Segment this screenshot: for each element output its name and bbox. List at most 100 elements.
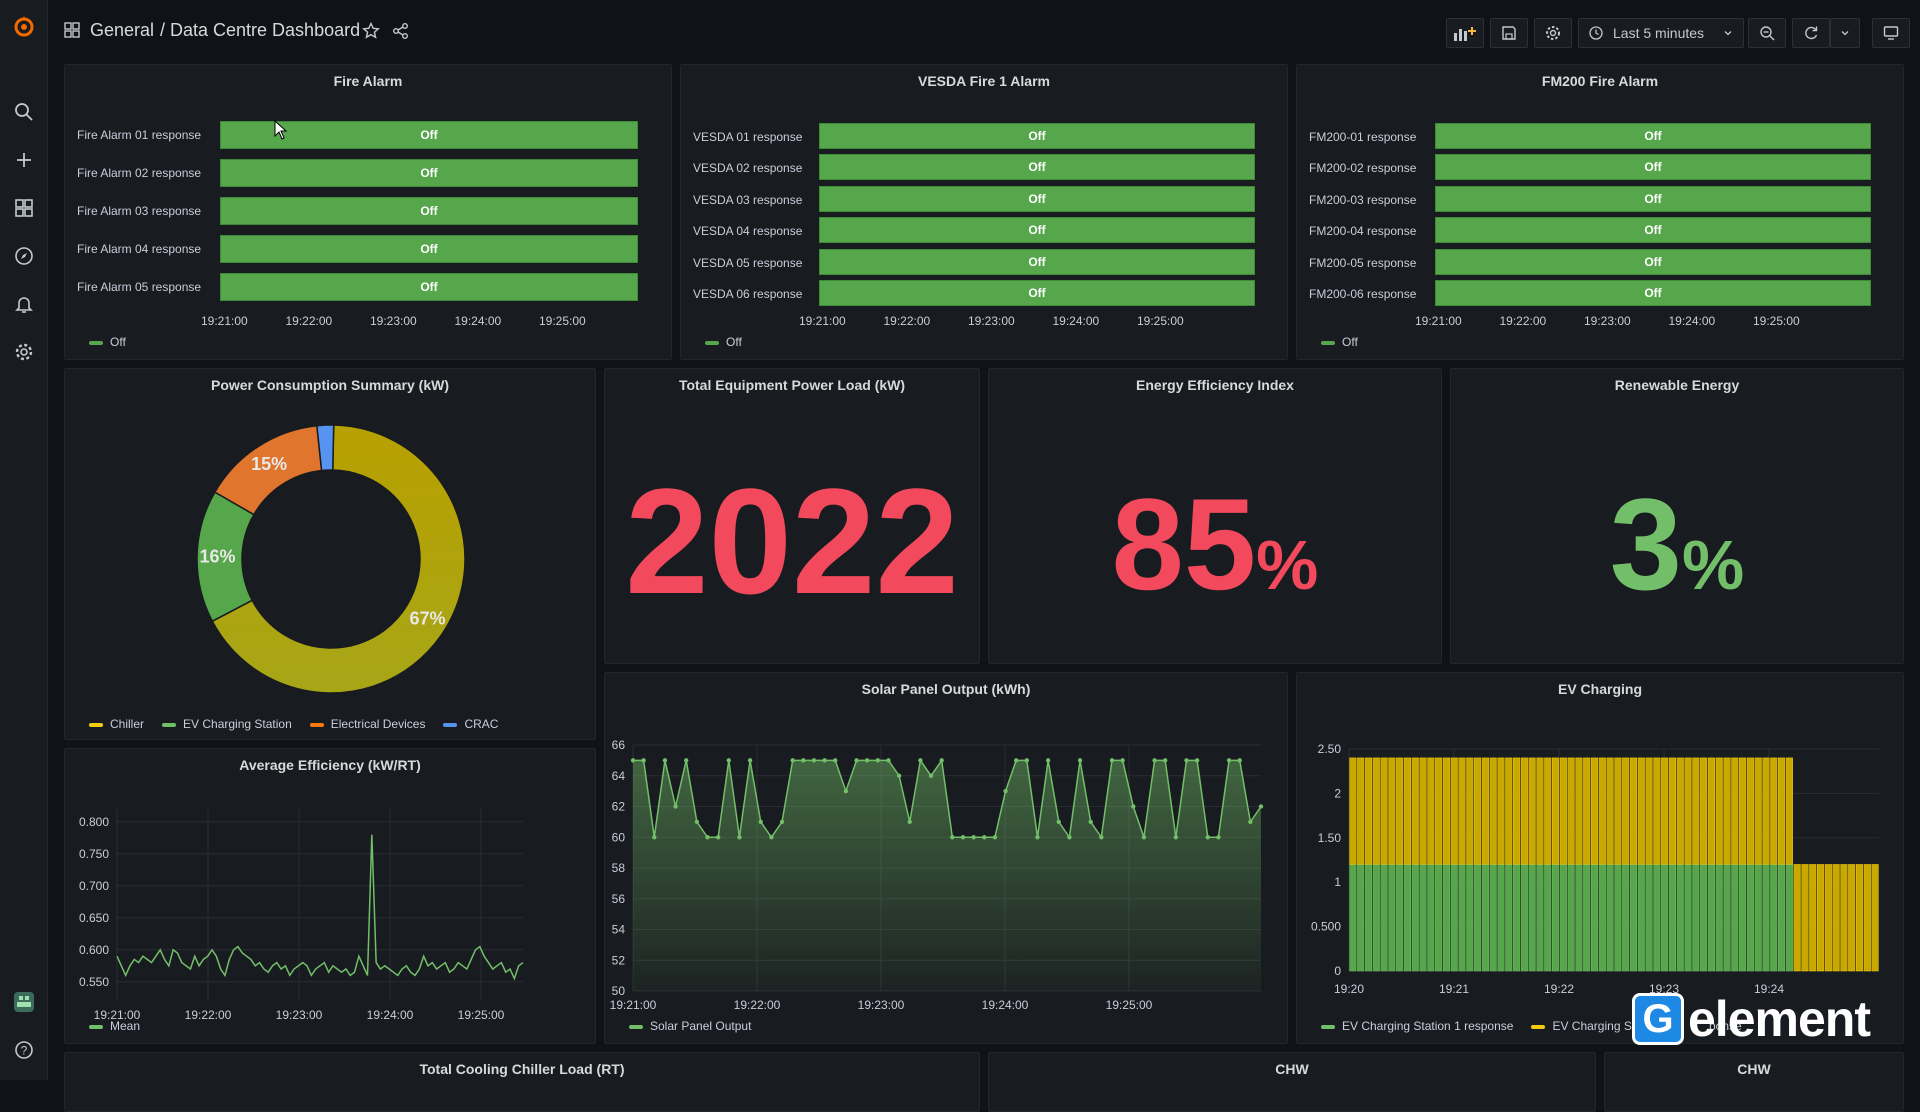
bar-ev-station-1[interactable] [1746,864,1754,972]
bar-ev-station-2[interactable] [1739,757,1747,865]
bar-ev-station-1[interactable] [1435,864,1443,972]
legend-item[interactable]: CRAC [443,717,498,731]
bar-ev-station-1[interactable] [1590,864,1599,972]
alarm-legend[interactable]: Off [89,335,126,349]
share-icon[interactable] [392,22,410,45]
bar-ev-station-1[interactable] [1567,864,1575,972]
legend-item-mean[interactable]: Mean [89,1019,140,1033]
panel-ev-charging[interactable]: EV Charging 2.50 2 1.50 1 0.500 0 19:20 19:21 19… [1296,672,1904,1044]
bar-ev-station-1[interactable] [1707,864,1715,972]
bar-ev-station-1[interactable] [1450,864,1458,972]
bar-ev-station-2[interactable] [1466,757,1474,865]
star-icon[interactable] [362,21,380,45]
alarm-state-bar[interactable]: Off [220,159,638,187]
bar-ev-station-2[interactable] [1551,757,1560,865]
alarm-state-bar[interactable]: Off [220,235,638,263]
bar-ev-station-2[interactable] [1824,864,1832,972]
bar-ev-station-1[interactable] [1770,864,1778,972]
bar-ev-station-1[interactable] [1676,864,1684,972]
alarm-state-bar[interactable]: Off [220,121,638,149]
bar-ev-station-1[interactable] [1700,864,1708,972]
alarm-state-bar[interactable]: Off [819,185,1255,212]
bar-ev-station-2[interactable] [1848,864,1856,972]
search-icon[interactable] [12,100,36,124]
alarm-state-bar[interactable]: Off [220,273,638,301]
bar-ev-station-1[interactable] [1411,864,1419,972]
panel-solar-panel-output[interactable]: Solar Panel Output (kWh) 66 64 62 60 58 56 54 5… [604,672,1288,1044]
refresh-interval-button[interactable] [1830,18,1860,48]
bar-ev-station-2[interactable] [1505,757,1513,865]
alarm-legend[interactable]: Off [1321,335,1358,349]
alarm-state-bar[interactable]: Off [1435,280,1871,306]
bell-icon[interactable] [12,292,36,316]
donut-slice-chiller[interactable] [211,424,466,694]
bar-ev-station-2[interactable] [1372,757,1380,865]
bar-ev-station-1[interactable] [1349,864,1357,972]
bar-ev-station-2[interactable] [1770,757,1778,865]
bar-ev-station-2[interactable] [1427,757,1435,865]
panel-fm200-fire-alarm[interactable]: FM200 Fire Alarm FM200-01 response Off FM2… [1296,64,1904,360]
bar-ev-station-2[interactable] [1715,757,1723,865]
alarm-state-bar[interactable]: Off [819,217,1255,244]
bar-ev-station-2[interactable] [1809,864,1817,972]
bar-ev-station-2[interactable] [1637,757,1645,865]
bar-ev-station-1[interactable] [1754,864,1762,972]
alarm-state-bar[interactable]: Off [1435,185,1871,212]
bar-ev-station-2[interactable] [1871,864,1879,972]
panel-power-consumption-summary[interactable]: Power Consumption Summary (kW) 67% 16% 15%… [64,368,596,740]
legend-item-solar[interactable]: Solar Panel Output [629,1019,751,1033]
bar-ev-station-2[interactable] [1863,864,1871,972]
bar-ev-station-1[interactable] [1731,864,1739,972]
bar-ev-station-1[interactable] [1388,864,1396,972]
panel-chw-1[interactable]: CHW [988,1052,1596,1112]
bar-ev-station-1[interactable] [1536,864,1544,972]
bar-ev-station-2[interactable] [1606,757,1614,865]
bar-ev-station-2[interactable] [1474,757,1482,865]
bar-ev-station-2[interactable] [1645,757,1653,865]
bar-ev-station-2[interactable] [1778,757,1786,865]
panel-total-cooling-chiller-load[interactable]: Total Cooling Chiller Load (RT) [64,1052,980,1112]
bar-ev-station-2[interactable] [1840,864,1848,972]
legend-item[interactable]: Chiller [89,717,144,731]
bar-ev-station-1[interactable] [1684,864,1692,972]
bar-ev-station-1[interactable] [1739,864,1747,972]
alarm-state-bar[interactable]: Off [819,280,1255,306]
bar-ev-station-2[interactable] [1450,757,1458,865]
panel-vesda-fire-alarm[interactable]: VESDA Fire 1 Alarm VESDA 01 response Off V… [680,64,1288,360]
bar-ev-station-1[interactable] [1481,864,1489,972]
dashboard-settings-button[interactable] [1534,18,1572,48]
bar-ev-station-2[interactable] [1832,864,1840,972]
bar-ev-station-1[interactable] [1575,864,1583,972]
bar-ev-station-2[interactable] [1707,757,1715,865]
tv-mode-button[interactable] [1872,18,1910,48]
bar-ev-station-1[interactable] [1380,864,1388,972]
bar-ev-station-2[interactable] [1661,757,1669,865]
panel-fire-alarm[interactable]: Fire Alarm Fire Alarm 01 response Off Fire… [64,64,672,360]
bar-ev-station-1[interactable] [1497,864,1505,972]
bar-ev-station-1[interactable] [1715,864,1723,972]
bar-ev-station-1[interactable] [1762,864,1770,972]
bar-ev-station-2[interactable] [1513,757,1521,865]
alarm-state-bar[interactable]: Off [1435,154,1871,181]
bar-ev-station-2[interactable] [1489,757,1497,865]
bar-ev-station-2[interactable] [1676,757,1684,865]
bar-ev-station-1[interactable] [1419,864,1427,972]
bar-ev-station-2[interactable] [1692,757,1700,865]
bar-ev-station-2[interactable] [1816,864,1825,972]
bar-ev-station-2[interactable] [1403,757,1412,865]
bar-ev-station-2[interactable] [1653,757,1661,865]
grafana-logo-icon[interactable] [12,14,36,38]
bar-ev-station-1[interactable] [1474,864,1482,972]
bar-ev-station-1[interactable] [1559,864,1567,972]
bar-ev-station-2[interactable] [1785,757,1793,865]
bar-ev-station-2[interactable] [1520,757,1528,865]
bar-ev-station-2[interactable] [1700,757,1708,865]
bar-ev-station-2[interactable] [1349,757,1357,865]
bar-ev-station-2[interactable] [1458,757,1466,865]
panel-total-equipment-power-load[interactable]: Total Equipment Power Load (kW) 2022 [604,368,980,664]
bar-ev-station-2[interactable] [1435,757,1443,865]
zoom-out-button[interactable] [1748,18,1786,48]
bar-ev-station-1[interactable] [1614,864,1622,972]
bar-ev-station-1[interactable] [1357,864,1365,972]
panel-chw-2[interactable]: CHW [1604,1052,1904,1112]
